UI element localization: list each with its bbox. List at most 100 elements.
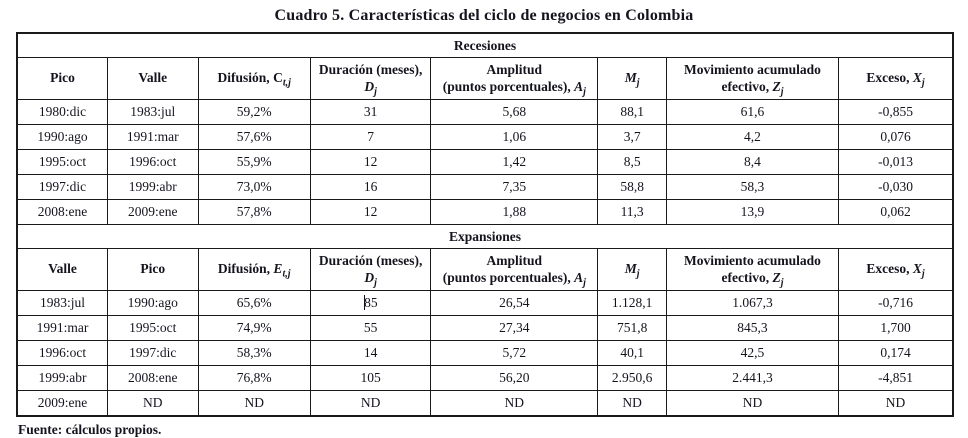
table-cell: ND <box>309 390 432 417</box>
table-cell: 845,3 <box>665 315 840 341</box>
table-cell: -4,851 <box>838 365 954 391</box>
table-cell: 31 <box>309 99 432 125</box>
column-header: Mj <box>597 57 667 100</box>
math-subscript: j <box>636 268 640 280</box>
table-cell: ND <box>107 390 199 417</box>
column-header: Pico <box>107 248 199 291</box>
table-cell: 0,174 <box>838 340 954 366</box>
table-cell: 0,076 <box>838 124 954 150</box>
table-cell: ND <box>430 390 599 417</box>
table-cell: 1.067,3 <box>665 290 840 316</box>
table-cell: 1996:oct <box>107 149 199 175</box>
table-cell: 76,8% <box>197 365 311 391</box>
table-cell: 65,6% <box>197 290 311 316</box>
column-header: Amplitud (puntos porcentuales), Aj <box>430 57 599 100</box>
table-cell: 61,6 <box>665 99 840 125</box>
table-cell: 57,6% <box>197 124 311 150</box>
table-row: 1980:dic 1983:jul 59,2% 31 5,68 88,1 61,6 -0,85… <box>16 99 954 125</box>
math-variable: X <box>912 261 922 277</box>
table-cell: 74,9% <box>197 315 311 341</box>
table-cell: 1,42 <box>430 149 599 175</box>
table-cell: 59,2% <box>197 99 311 125</box>
table-cell: -0,855 <box>838 99 954 125</box>
table-cell: 57,8% <box>197 199 311 225</box>
table-cell: 1997:dic <box>107 340 199 366</box>
table-cell: 1999:abr <box>16 365 108 391</box>
table-cell: -0,013 <box>838 149 954 175</box>
table-title: Cuadro 5. Características del ciclo de n… <box>274 7 694 24</box>
text-cursor <box>363 295 366 310</box>
cycle-table: Recesiones Pico Valle Difusión, Ct,j Duració… <box>16 32 954 417</box>
table-row: 1999:abr 2008:ene 76,8% 105 56,20 2.950,6 2.44… <box>16 365 954 391</box>
table-cell: 73,0% <box>197 174 311 200</box>
table-cell: 12 <box>309 199 432 225</box>
table-cell: 85 <box>309 290 432 316</box>
math-subscript: j <box>780 277 784 289</box>
column-header: Difusión, Et,j <box>197 248 311 291</box>
table-cell: 1999:abr <box>107 174 199 200</box>
math-subscript: t,j <box>282 268 291 280</box>
math-variable: M <box>624 261 637 277</box>
table-cell: 42,5 <box>665 340 840 366</box>
column-header: Difusión, Ct,j <box>197 57 311 100</box>
table-cell: 2008:ene <box>16 199 108 225</box>
column-header: Duración (meses), Dj <box>309 57 432 100</box>
math-variable: A <box>574 269 584 285</box>
math-variable: X <box>912 70 922 86</box>
table-cell: 1.128,1 <box>597 290 667 316</box>
table-cell: 0,062 <box>838 199 954 225</box>
column-header: Movimiento acumulado efectivo, Zj <box>665 248 840 291</box>
math-subscript: j <box>583 277 586 289</box>
table-cell: 26,54 <box>430 290 599 316</box>
math-variable: Z <box>772 269 781 285</box>
table-cell: 55,9% <box>197 149 311 175</box>
table-cell: 12 <box>309 149 432 175</box>
math-subscript: j <box>636 77 640 89</box>
math-variable: C <box>273 70 283 86</box>
cycle-table-body: Recesiones Pico Valle Difusión, Ct,j Duració… <box>16 32 954 417</box>
column-header: Exceso, Xj <box>838 248 954 291</box>
table-row: 2009:ene ND ND ND ND ND ND ND <box>16 390 954 417</box>
column-header: Mj <box>597 248 667 291</box>
table-cell: 56,20 <box>430 365 599 391</box>
table-cell: 1997:dic <box>16 174 108 200</box>
table-cell: 58,3% <box>197 340 311 366</box>
column-header: Amplitud (puntos porcentuales), Aj <box>430 248 599 291</box>
table-cell: 16 <box>309 174 432 200</box>
column-header: Valle <box>107 57 199 100</box>
table-cell: -0,716 <box>838 290 954 316</box>
math-variable: Z <box>772 78 781 94</box>
table-cell: 8,5 <box>597 149 667 175</box>
table-cell: 7 <box>309 124 432 150</box>
table-cell: 11,3 <box>597 199 667 225</box>
section-band: Recesiones <box>16 32 954 58</box>
math-variable: D <box>364 269 375 285</box>
math-subscript: t,j <box>282 77 291 89</box>
table-cell: 5,72 <box>430 340 599 366</box>
table-cell: 1990:ago <box>107 290 199 316</box>
table-cell: ND <box>665 390 840 417</box>
table-row: 1996:oct 1997:dic 58,3% 14 5,72 40,1 42,5 0,174 <box>16 340 954 366</box>
column-header: Pico <box>16 57 108 100</box>
table-cell: ND <box>597 390 667 417</box>
table-cell: 40,1 <box>597 340 667 366</box>
column-header: Valle <box>16 248 108 291</box>
table-cell: 1980:dic <box>16 99 108 125</box>
column-header: Duración (meses), Dj <box>309 248 432 291</box>
table-cell: 27,34 <box>430 315 599 341</box>
table-cell: 1991:mar <box>107 124 199 150</box>
table-row: 1983:jul 1990:ago 65,6% 85 26,54 1.128,1 1.067… <box>16 290 954 316</box>
table-cell: 8,4 <box>665 149 840 175</box>
math-subscript: j <box>780 86 784 98</box>
table-cell: ND <box>838 390 954 417</box>
table-cell: 1,700 <box>838 315 954 341</box>
math-subscript: j <box>583 86 586 98</box>
table-cell: -0,030 <box>838 174 954 200</box>
table-cell: 13,9 <box>665 199 840 225</box>
math-subscript: j <box>374 86 377 98</box>
table-row: 2008:ene 2009:ene 57,8% 12 1,88 11,3 13,9 0,062 <box>16 199 954 225</box>
table-cell: 1991:mar <box>16 315 108 341</box>
table-cell: 751,8 <box>597 315 667 341</box>
table-cell: 1990:ago <box>16 124 108 150</box>
table-cell: 58,3 <box>665 174 840 200</box>
